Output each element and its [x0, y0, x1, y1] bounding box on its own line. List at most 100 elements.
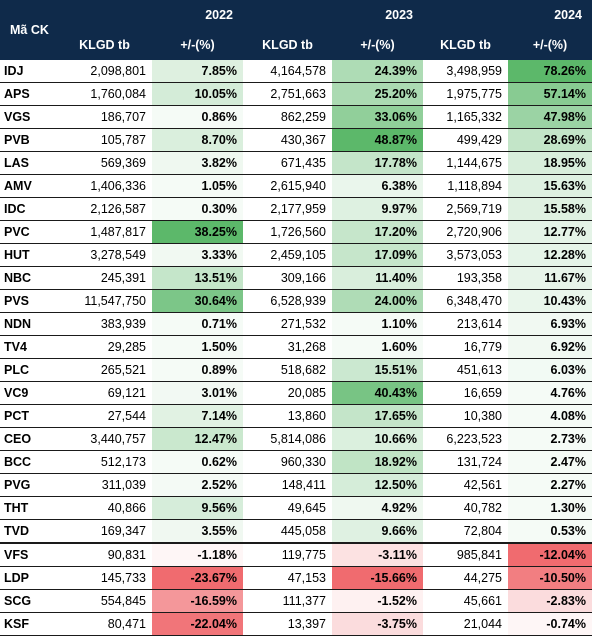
change-2023: 24.00%	[332, 289, 423, 313]
volume-2024: 193,358	[423, 266, 508, 290]
change-2022: 0.89%	[152, 358, 243, 382]
volume-2022: 145,733	[57, 566, 152, 590]
table-row: IDJ 2,098,801 7.85% 4,164,578 24.39% 3,498,95…	[0, 60, 592, 83]
volume-2022: 1,487,817	[57, 220, 152, 244]
volume-2024: 6,223,523	[423, 427, 508, 451]
change-2022: 30.64%	[152, 289, 243, 313]
volume-2023: 518,682	[243, 358, 332, 382]
stock-code: THT	[0, 496, 57, 520]
volume-2023: 2,177,959	[243, 197, 332, 221]
change-2022: 0.71%	[152, 312, 243, 336]
volume-2022: 186,707	[57, 105, 152, 129]
volume-2023: 148,411	[243, 473, 332, 497]
volume-2023: 1,726,560	[243, 220, 332, 244]
table-row: PLC 265,521 0.89% 518,682 15.51% 451,613 6.03%	[0, 358, 592, 382]
change-2023: 17.20%	[332, 220, 423, 244]
volume-2023: 445,058	[243, 519, 332, 544]
change-2024: 11.67%	[508, 266, 592, 290]
change-2022: 3.82%	[152, 151, 243, 175]
change-2023: 25.20%	[332, 82, 423, 106]
volume-2023: 4,164,578	[243, 60, 332, 83]
volume-2022: 40,866	[57, 496, 152, 520]
volume-2024: 1,118,894	[423, 174, 508, 198]
change-2024: 18.95%	[508, 151, 592, 175]
volume-2024: 45,661	[423, 589, 508, 613]
stock-code: APS	[0, 82, 57, 106]
volume-2024: 451,613	[423, 358, 508, 382]
change-2024: 2.47%	[508, 450, 592, 474]
change-2023: 18.92%	[332, 450, 423, 474]
stock-code: TVD	[0, 519, 57, 544]
volume-2024: 6,348,470	[423, 289, 508, 313]
change-2022: 12.47%	[152, 427, 243, 451]
volume-2022: 3,440,757	[57, 427, 152, 451]
stock-code: BCC	[0, 450, 57, 474]
change-2022: 7.85%	[152, 60, 243, 83]
change-2023: 6.38%	[332, 174, 423, 198]
volume-2023: 119,775	[243, 542, 332, 567]
volume-2023: 5,814,086	[243, 427, 332, 451]
change-2024: 12.77%	[508, 220, 592, 244]
volume-2024: 2,720,906	[423, 220, 508, 244]
change-2024: 12.28%	[508, 243, 592, 267]
change-2024: 6.92%	[508, 335, 592, 359]
change-2023: 17.78%	[332, 151, 423, 175]
stock-code: LAS	[0, 151, 57, 175]
volume-2024: 72,804	[423, 519, 508, 544]
change-2023: 33.06%	[332, 105, 423, 129]
change-2024: -2.83%	[508, 589, 592, 613]
change-2022: 1.50%	[152, 335, 243, 359]
volume-2022: 27,544	[57, 404, 152, 428]
table-row: TVD 169,347 3.55% 445,058 9.66% 72,804 0.53%	[0, 519, 592, 544]
stock-code: CEO	[0, 427, 57, 451]
change-2022: 9.56%	[152, 496, 243, 520]
year-header-2022: 2022	[57, 0, 243, 30]
change-2024: 6.03%	[508, 358, 592, 382]
change-2023: 4.92%	[332, 496, 423, 520]
vol-header-2022: KLGD tb	[57, 30, 152, 60]
change-2022: -16.59%	[152, 589, 243, 613]
change-2023: 12.50%	[332, 473, 423, 497]
volume-2022: 265,521	[57, 358, 152, 382]
change-2024: 47.98%	[508, 105, 592, 129]
volume-2024: 1,144,675	[423, 151, 508, 175]
change-2022: 7.14%	[152, 404, 243, 428]
volume-2024: 42,561	[423, 473, 508, 497]
table-row: PVS 11,547,750 30.64% 6,528,939 24.00% 6,348,…	[0, 289, 592, 313]
volume-2023: 111,377	[243, 589, 332, 613]
change-2024: 28.69%	[508, 128, 592, 152]
volume-2024: 1,165,332	[423, 105, 508, 129]
change-2023: 24.39%	[332, 60, 423, 83]
year-header-2024: 2024	[423, 0, 592, 30]
change-2024: 10.43%	[508, 289, 592, 313]
table-row: CEO 3,440,757 12.47% 5,814,086 10.66% 6,223,5…	[0, 427, 592, 451]
table-row: PCT 27,544 7.14% 13,860 17.65% 10,380 4.08%	[0, 404, 592, 428]
stock-code: IDJ	[0, 60, 57, 83]
change-2022: 10.05%	[152, 82, 243, 106]
table-row: APS 1,760,084 10.05% 2,751,663 25.20% 1,975,7…	[0, 82, 592, 106]
table-body: IDJ 2,098,801 7.85% 4,164,578 24.39% 3,498,95…	[0, 60, 592, 636]
table-row: BCC 512,173 0.62% 960,330 18.92% 131,724 2.47%	[0, 450, 592, 474]
change-2022: 38.25%	[152, 220, 243, 244]
change-2023: -1.52%	[332, 589, 423, 613]
volume-2024: 213,614	[423, 312, 508, 336]
change-2022: 0.30%	[152, 197, 243, 221]
change-2022: 3.33%	[152, 243, 243, 267]
change-2024: -12.04%	[508, 542, 592, 567]
vol-header-2023: KLGD tb	[243, 30, 332, 60]
change-2023: 11.40%	[332, 266, 423, 290]
change-2024: 4.08%	[508, 404, 592, 428]
volume-2023: 2,615,940	[243, 174, 332, 198]
change-2022: -23.67%	[152, 566, 243, 590]
volume-2022: 1,760,084	[57, 82, 152, 106]
stock-code: PCT	[0, 404, 57, 428]
stock-code: VGS	[0, 105, 57, 129]
stock-code: SCG	[0, 589, 57, 613]
volume-2024: 1,975,775	[423, 82, 508, 106]
change-2023: 10.66%	[332, 427, 423, 451]
table-row: AMV 1,406,336 1.05% 2,615,940 6.38% 1,118,894…	[0, 174, 592, 198]
change-2022: 0.62%	[152, 450, 243, 474]
volume-2022: 512,173	[57, 450, 152, 474]
change-2023: 40.43%	[332, 381, 423, 405]
